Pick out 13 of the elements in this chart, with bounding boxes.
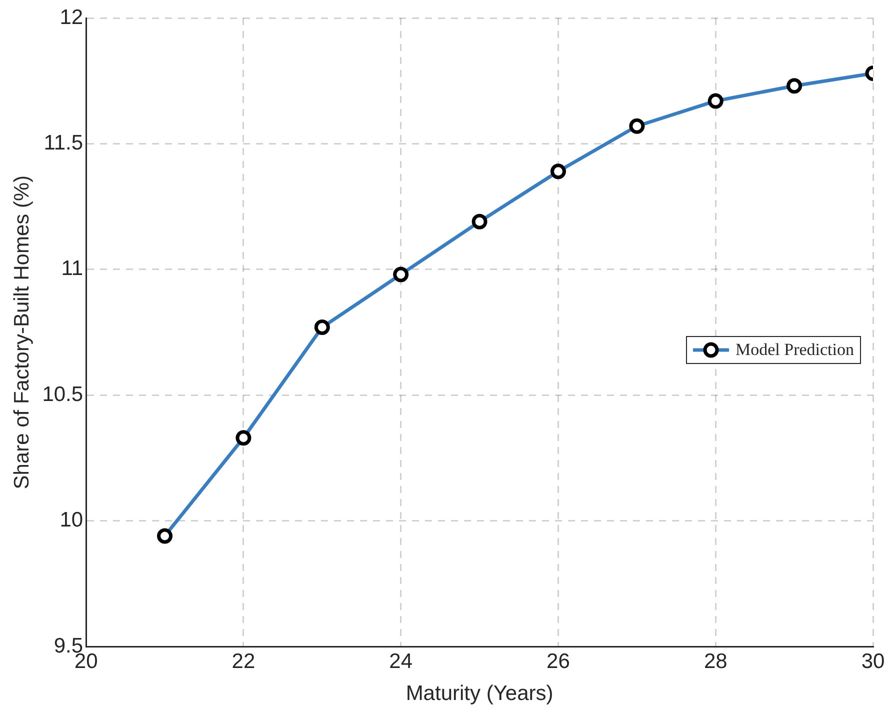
x-tick-label: 26 [546, 650, 570, 673]
x-tick-label: 30 [861, 650, 885, 673]
y-tick-label: 11.5 [44, 132, 84, 155]
x-tick-label: 24 [389, 650, 413, 673]
y-axis-title: Share of Factory-Built Homes (%) [10, 175, 34, 490]
x-tick-label: 22 [232, 650, 256, 673]
x-tick-label: 28 [704, 650, 728, 673]
y-tick-label: 12 [60, 6, 84, 29]
legend-label: Model Prediction [735, 340, 854, 360]
y-tick-label: 10 [60, 508, 84, 532]
y-tick-label: 11 [61, 257, 84, 280]
y-tick-label: 10.5 [42, 382, 84, 406]
x-axis-title: Maturity (Years) [406, 682, 554, 706]
